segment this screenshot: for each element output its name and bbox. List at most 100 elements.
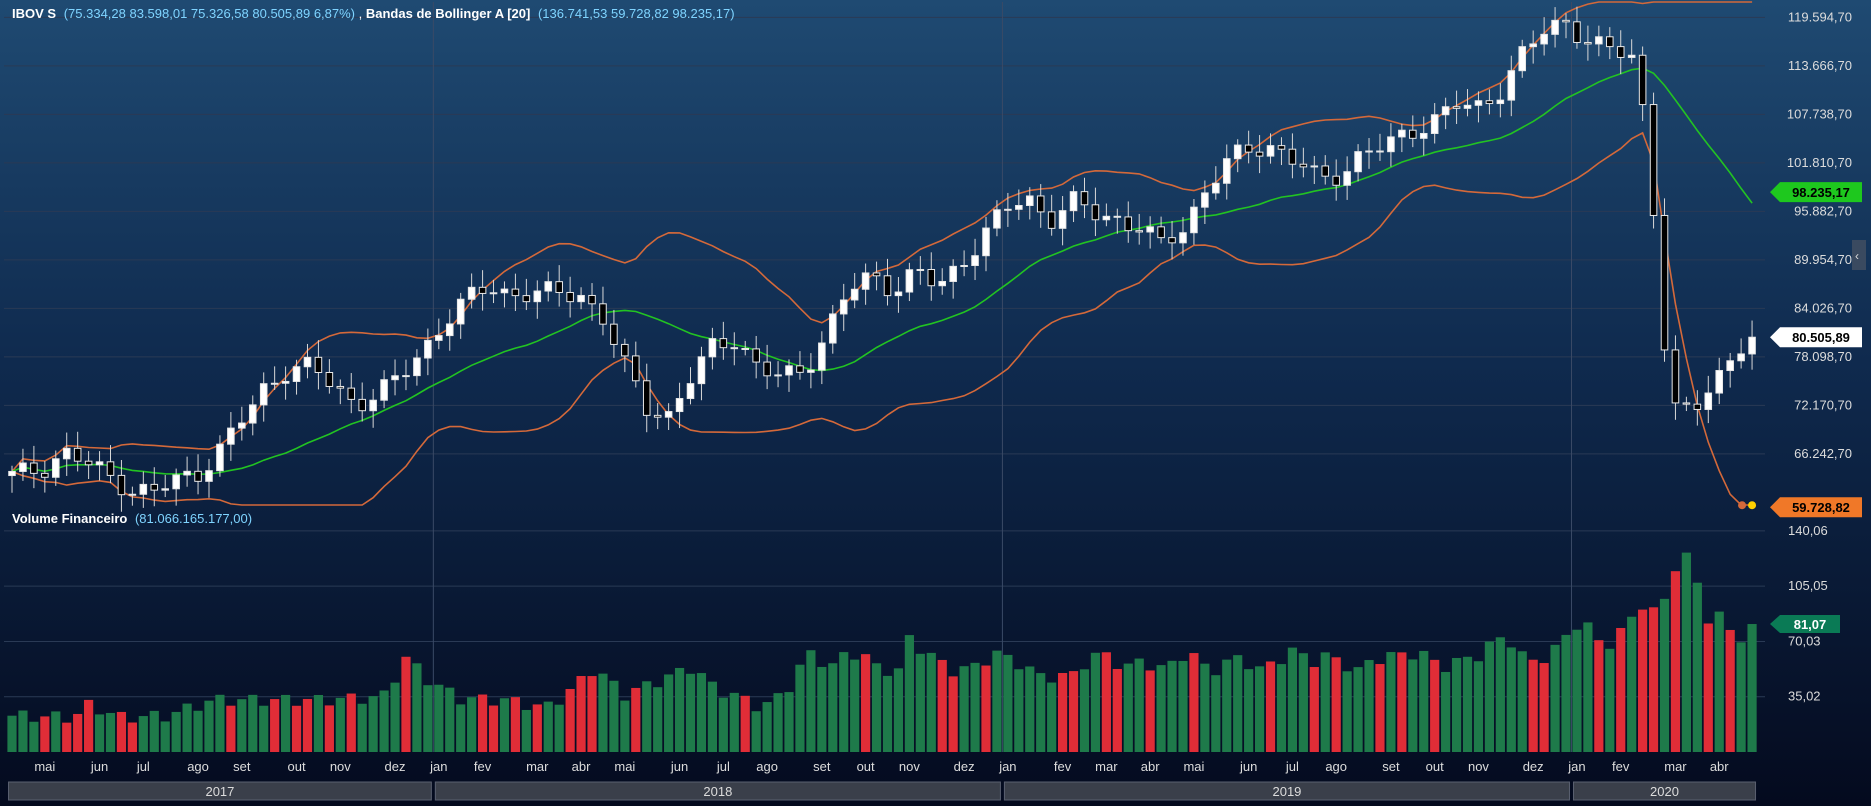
candle-body — [1671, 349, 1680, 404]
year-bar — [8, 781, 432, 801]
volume-bar — [1211, 675, 1221, 752]
month-label: jul — [716, 759, 730, 774]
candle-body — [1452, 106, 1461, 109]
candle-body — [281, 380, 290, 384]
volume-badge-shape — [1770, 615, 1840, 634]
volume-bar — [1156, 665, 1166, 752]
volume-bar — [1331, 657, 1341, 752]
candle-body — [347, 387, 356, 400]
volume-bar — [1233, 655, 1243, 752]
month-label: jan — [1567, 759, 1585, 774]
candle-body — [1748, 336, 1756, 355]
volume-bar — [291, 705, 302, 752]
volume-bar — [1473, 661, 1484, 752]
volume-bar — [1047, 682, 1057, 752]
price-tick-label: 113.666,70 — [1788, 58, 1852, 73]
panel-handle[interactable] — [1852, 240, 1866, 270]
candle-body — [1201, 192, 1209, 208]
candle-body — [752, 348, 760, 363]
volume-bar — [116, 711, 127, 752]
volume-bar — [1189, 653, 1199, 752]
candle-body — [1485, 100, 1494, 105]
candle-body — [1540, 33, 1548, 45]
volume-bar — [1583, 622, 1593, 752]
volume-bar — [1594, 640, 1604, 752]
candle-body — [106, 461, 115, 476]
candle-body — [807, 369, 815, 373]
month-label: mai — [1183, 759, 1204, 774]
candle-body — [1518, 46, 1527, 72]
volume-bar — [445, 687, 455, 752]
candle-body — [1562, 19, 1570, 23]
candle-body — [1015, 205, 1023, 210]
month-label: out — [857, 759, 875, 774]
candle-body — [1069, 191, 1078, 212]
candle-body — [1310, 165, 1319, 168]
price-layer — [8, 1, 1757, 512]
candle-body — [577, 294, 585, 303]
volume-bar — [828, 663, 838, 752]
candle-body — [697, 356, 706, 385]
volume-bar — [1134, 658, 1144, 752]
price-badge-label: 59.728,82 — [1792, 500, 1850, 515]
volume-bar — [773, 693, 783, 752]
volume-bar — [850, 659, 860, 752]
price-badge-shape — [1770, 497, 1862, 518]
volume-bar — [1561, 634, 1571, 752]
year-bar — [434, 781, 1001, 801]
candle-body — [1715, 370, 1724, 394]
candle-body — [555, 281, 563, 293]
volume-bar — [1692, 582, 1702, 752]
candle-body — [632, 355, 640, 382]
candle-body — [1168, 237, 1176, 244]
volume-bar — [1648, 607, 1659, 752]
candle-body — [1573, 21, 1581, 43]
volume-bar — [226, 705, 236, 752]
candle-body — [358, 398, 366, 412]
year-label: 2018 — [703, 784, 732, 799]
month-label: abr — [572, 759, 591, 774]
candle-body — [303, 356, 312, 368]
candle-body — [500, 288, 509, 294]
candle-body — [1441, 106, 1450, 116]
volume-bar — [1353, 667, 1363, 752]
candle-body — [435, 335, 443, 341]
month-label: jun — [670, 759, 688, 774]
candle-body — [1606, 36, 1614, 48]
volume-bar — [543, 701, 553, 752]
volume-badge-label: 81,07 — [1794, 617, 1827, 632]
candle-body — [1616, 46, 1625, 58]
chevron-left-icon[interactable]: ‹ — [1855, 249, 1859, 263]
volume-bar — [1430, 659, 1440, 752]
volume-bar — [817, 666, 827, 752]
candle-body — [1157, 226, 1165, 239]
volume-bar — [1714, 611, 1724, 752]
volume-bar — [554, 704, 564, 752]
volume-tick-label: 140,06 — [1788, 523, 1828, 538]
volume-bar — [379, 690, 389, 752]
volume-bar — [138, 716, 148, 752]
month-label: abr — [1141, 759, 1160, 774]
volume-bar — [1364, 660, 1374, 752]
candle-body — [183, 470, 191, 476]
month-label: jan — [429, 759, 447, 774]
candle-body — [828, 313, 837, 344]
candle-body — [41, 472, 49, 478]
volume-tick-label: 105,05 — [1788, 578, 1828, 593]
volume-bar — [1298, 653, 1308, 752]
volume-bar — [762, 702, 772, 752]
candle-body — [1529, 43, 1537, 48]
volume-bar — [926, 652, 936, 752]
volume-bar — [488, 705, 499, 752]
volume-bar — [434, 684, 444, 752]
candle-body — [1047, 211, 1056, 229]
candle-body — [1146, 226, 1154, 233]
volume-bar — [335, 697, 345, 752]
candle-body — [402, 375, 410, 378]
volume-bar — [674, 667, 685, 752]
candle-body — [238, 422, 246, 429]
candle-body — [62, 447, 71, 460]
volume-bar — [1058, 672, 1068, 752]
volume-bar — [182, 703, 192, 752]
